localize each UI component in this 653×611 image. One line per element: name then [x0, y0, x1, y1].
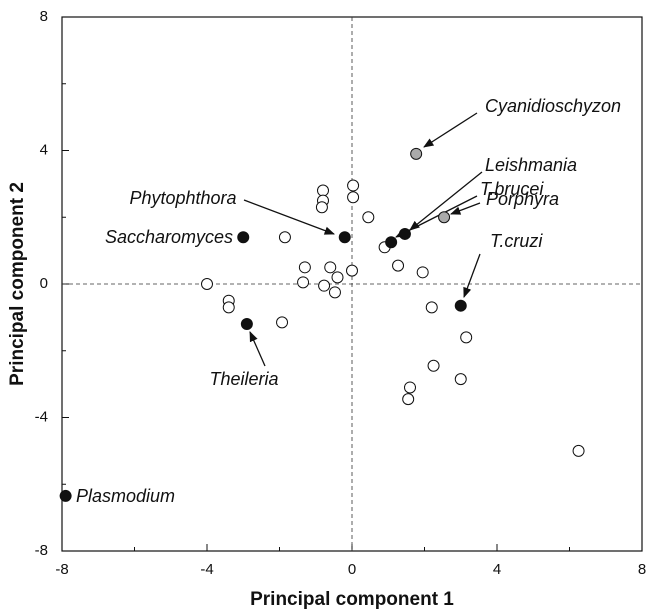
x-tick-label: -8 — [55, 561, 68, 578]
y-tick-label: 4 — [40, 141, 48, 158]
point — [454, 299, 467, 312]
arrow — [409, 171, 483, 231]
point — [278, 231, 291, 244]
y-tick-label: 0 — [40, 275, 48, 292]
point-label: Porphyra — [486, 189, 559, 209]
point-label: Plasmodium — [76, 486, 175, 506]
point — [385, 236, 398, 249]
arrow — [450, 202, 481, 215]
point — [315, 201, 328, 214]
point — [398, 227, 411, 240]
point — [346, 264, 358, 277]
point — [402, 393, 415, 406]
point — [454, 373, 467, 386]
arrow — [463, 253, 481, 298]
x-tick-label: 0 — [348, 561, 356, 578]
point — [338, 231, 351, 244]
point — [438, 211, 451, 224]
point — [328, 286, 341, 299]
y-axis-title: Principal component 2 — [7, 182, 28, 386]
point — [298, 261, 311, 274]
x-tick-label: -4 — [200, 561, 213, 578]
y-tick-label: -8 — [35, 542, 48, 559]
point — [318, 279, 331, 292]
point — [460, 331, 473, 344]
point — [324, 261, 337, 274]
point — [331, 271, 344, 284]
point — [222, 301, 235, 314]
point — [347, 191, 360, 204]
x-tick-label: 4 — [493, 561, 501, 578]
point — [240, 318, 253, 331]
point-label: T.cruzi — [490, 231, 543, 251]
point — [427, 359, 440, 372]
point — [237, 231, 250, 244]
x-axis-title: Principal component 1 — [250, 589, 454, 610]
arrow — [423, 112, 478, 148]
point — [59, 489, 72, 502]
point — [416, 266, 429, 279]
point — [572, 444, 585, 457]
point-label: Saccharomyces — [105, 227, 233, 247]
point-label: T.brucei — [480, 179, 544, 199]
point — [392, 259, 405, 272]
arrow — [249, 331, 266, 367]
point-label: Phytophthora — [129, 188, 236, 208]
point — [404, 381, 416, 394]
point — [362, 211, 375, 224]
point — [276, 316, 289, 329]
y-tick-label: -4 — [35, 408, 48, 425]
point — [410, 147, 423, 160]
x-tick-label: 8 — [638, 561, 646, 578]
point — [201, 278, 213, 290]
y-tick-label: 8 — [40, 8, 48, 25]
point-label: Cyanidioschyzon — [485, 96, 621, 116]
point-label: Leishmania — [485, 155, 577, 175]
point — [317, 184, 329, 197]
point-label: Theileria — [209, 369, 278, 389]
point — [425, 301, 438, 314]
point — [297, 276, 310, 289]
point — [347, 179, 360, 192]
arrow — [243, 199, 335, 235]
